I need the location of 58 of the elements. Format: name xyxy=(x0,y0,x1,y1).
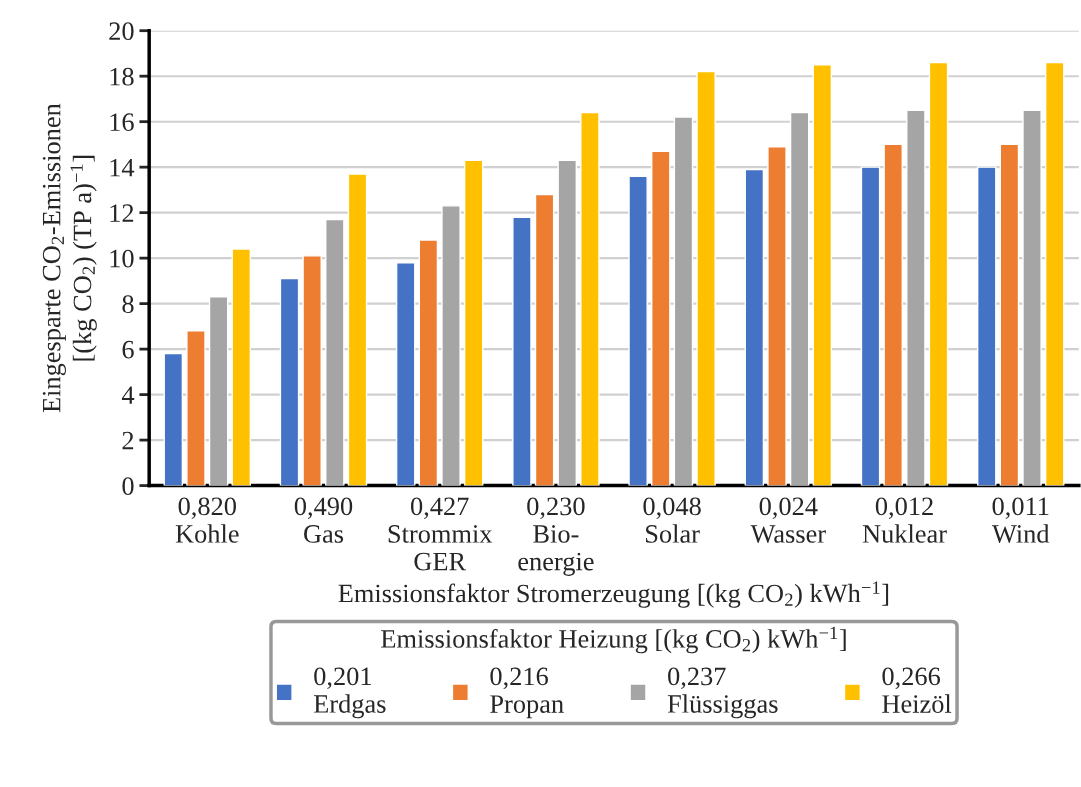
bar xyxy=(163,352,184,486)
legend-label: 0,216 Propan xyxy=(490,667,564,719)
bar xyxy=(534,193,555,486)
y-tick-label: 20 xyxy=(109,22,134,41)
bar xyxy=(463,159,484,486)
bar xyxy=(789,111,810,486)
x-tick-label: 0,490 Gas xyxy=(294,497,353,543)
bar xyxy=(812,64,833,486)
x-tick-label: 0,230 Bio- energie xyxy=(518,497,594,576)
bar xyxy=(512,216,532,486)
y-tick-label: 6 xyxy=(122,340,134,359)
y-tick-label: 16 xyxy=(110,113,134,132)
bar xyxy=(928,61,949,486)
y-tick-label: 10 xyxy=(110,249,134,268)
bar xyxy=(208,296,229,486)
y-tick-label: 18 xyxy=(110,67,134,86)
bar xyxy=(628,175,648,486)
bar xyxy=(860,166,881,486)
bar xyxy=(557,159,577,486)
x-tick-label: 0,427 Strommix GER xyxy=(388,497,493,571)
bar xyxy=(673,116,694,486)
bar xyxy=(441,205,461,486)
bar xyxy=(325,218,345,486)
y-tick-label: 2 xyxy=(122,431,134,450)
legend-title: Emissionsfaktor Heizung [(kg CO$_{2}$) kWh$^{−1}$] xyxy=(381,626,846,654)
x-tick-label: 0,024 Wasser xyxy=(750,497,826,543)
bar xyxy=(580,111,600,486)
y-tick-label: 14 xyxy=(110,158,135,177)
bar xyxy=(302,255,322,486)
bar xyxy=(279,277,300,486)
bar xyxy=(999,143,1020,486)
bar xyxy=(1022,109,1042,486)
legend-label: 0,237 Flüssiggas xyxy=(667,667,778,719)
text: Eingesparte CO$_{2}$-Emissionen [(kg CO$_{2}$) (TP a)$^{−1}$] xyxy=(42,103,97,413)
bar xyxy=(347,173,368,486)
bar xyxy=(767,145,787,486)
bar xyxy=(395,261,416,486)
bar xyxy=(883,143,903,486)
bar xyxy=(231,248,252,486)
legend-label: 0,201 Erdgas xyxy=(313,667,386,719)
bar xyxy=(186,330,206,486)
y-tick-label: 0 xyxy=(122,477,134,495)
x-axis-title: Emissionsfaktor Stromerzeugung [(kg CO$_{2}$) kWh$^{−1}$] xyxy=(338,581,889,608)
bar xyxy=(696,70,716,486)
y-tick-label: 12 xyxy=(110,204,134,222)
bar xyxy=(418,239,439,486)
legend-label: 0,266 Heizöl xyxy=(882,667,952,713)
bar xyxy=(1044,61,1065,486)
bar xyxy=(651,150,671,486)
y-tick-label: 4 xyxy=(121,386,135,404)
y-tick-label: 8 xyxy=(122,295,134,314)
bar xyxy=(744,168,765,486)
x-tick-label: 0,048 Solar xyxy=(643,497,701,543)
bar xyxy=(906,109,926,486)
x-tick-label: 0,012 Nuklear xyxy=(862,497,947,543)
x-tick-label: 0,820 Kohle xyxy=(175,497,239,543)
bar xyxy=(976,166,997,486)
x-tick-label: 0,011 Wind xyxy=(991,497,1050,543)
